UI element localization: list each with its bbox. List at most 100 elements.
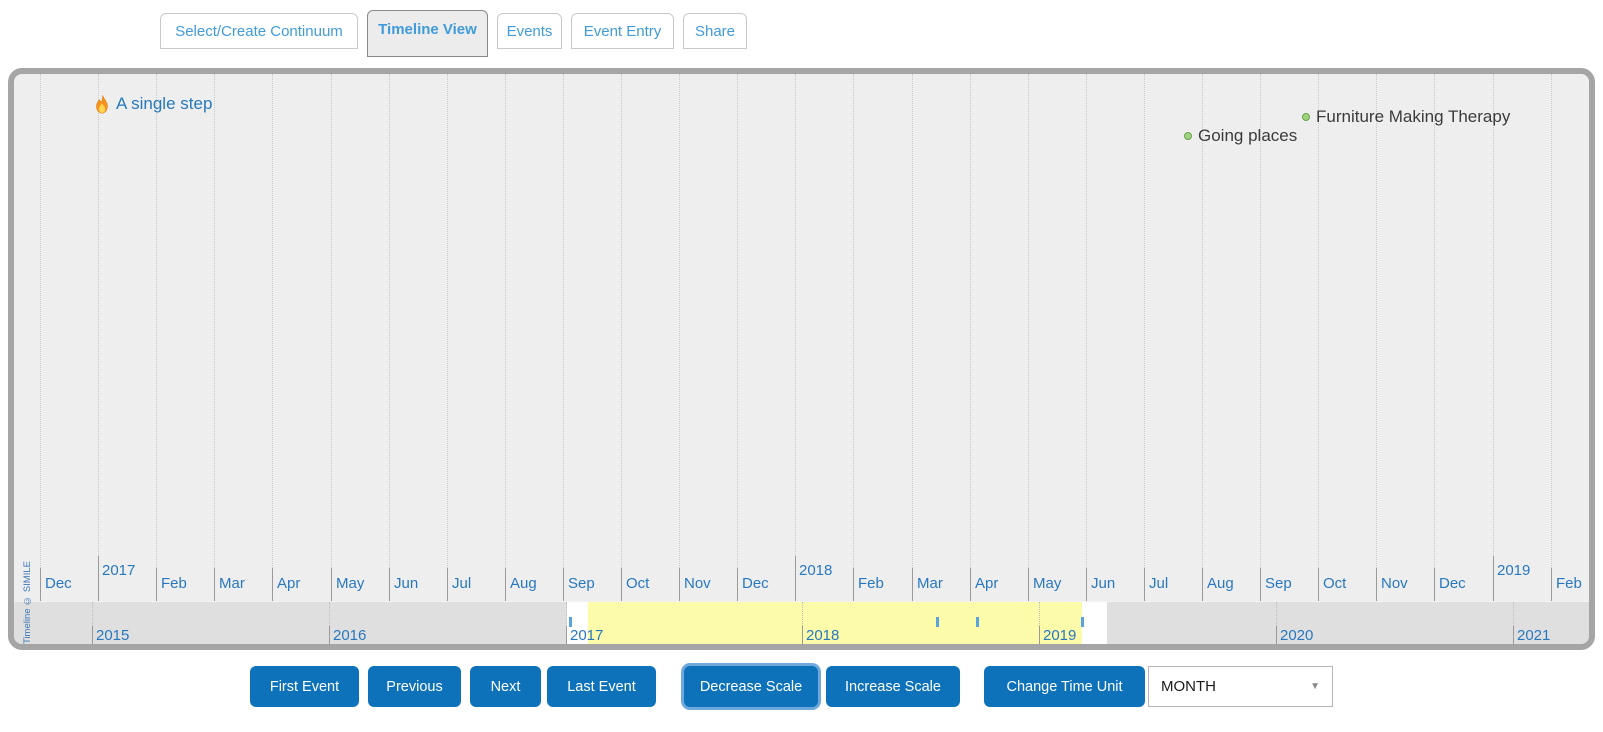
increase-scale-button[interactable]: Increase Scale [826, 666, 960, 707]
month-axis-label: Aug [510, 575, 537, 592]
event-going-places[interactable]: Going places [1184, 126, 1297, 146]
timeline-overview-band[interactable]: 2015 2016 2017 2018 2019 2020 2021 [14, 601, 1589, 644]
month-axis-label: Jul [452, 575, 472, 592]
month-gridline [912, 74, 913, 568]
event-a-single-step[interactable]: A single step [94, 94, 212, 114]
event-label: A single step [116, 94, 213, 113]
month-gridline [1028, 74, 1029, 568]
previous-button[interactable]: Previous [368, 666, 461, 707]
overview-year-gridline [802, 602, 803, 626]
month-axis-label: Oct [1323, 575, 1347, 592]
year-axis-label: 2017 [102, 562, 136, 579]
month-tick [970, 568, 971, 601]
month-gridline [1086, 74, 1087, 568]
month-gridline [156, 74, 157, 568]
overview-year-label: 2019 [1043, 627, 1077, 644]
month-gridline [331, 74, 332, 568]
overview-year-gridline [1276, 602, 1277, 626]
last-event-button[interactable]: Last Event [547, 666, 656, 707]
month-gridline [272, 74, 273, 568]
month-gridline [970, 74, 971, 568]
month-axis-label: Sep [1265, 575, 1292, 592]
month-tick [505, 568, 506, 601]
month-axis-label: Jun [394, 575, 419, 592]
overview-year-gridline [92, 602, 93, 626]
month-axis-label: Sep [568, 575, 595, 592]
overview-year-tick [566, 626, 567, 644]
month-gridline [1434, 74, 1435, 568]
month-axis-label: Nov [1381, 575, 1408, 592]
month-gridline [679, 74, 680, 568]
overview-year-gridline [1039, 602, 1040, 626]
overview-event-marker [1081, 617, 1084, 627]
year-tick [98, 556, 99, 601]
overview-year-gridline [566, 602, 567, 626]
overview-year-label: 2017 [570, 627, 604, 644]
change-time-unit-button[interactable]: Change Time Unit [984, 666, 1145, 707]
tab-select-create-continuum[interactable]: Select/Create Continuum [160, 13, 358, 49]
month-tick [679, 568, 680, 601]
month-tick [1551, 568, 1552, 601]
event-dot-icon [1302, 113, 1310, 121]
timeline-main-band[interactable]: Dec 2017 Feb Mar Apr May Jun Jul Aug Sep Oct Nov Dec… [14, 74, 1589, 601]
month-tick [853, 568, 854, 601]
first-event-button[interactable]: First Event [250, 666, 359, 707]
month-tick [1260, 568, 1261, 601]
month-tick [621, 568, 622, 601]
chevron-down-icon: ▼ [1310, 681, 1320, 692]
event-furniture-making-therapy[interactable]: Furniture Making Therapy [1302, 107, 1510, 127]
month-axis-label: Feb [858, 575, 884, 592]
month-axis-label: Feb [1556, 575, 1582, 592]
overview-year-tick [1513, 626, 1514, 644]
fire-icon [94, 94, 110, 114]
event-label: Furniture Making Therapy [1316, 107, 1511, 126]
tab-share[interactable]: Share [683, 13, 747, 49]
tab-timeline-view[interactable]: Timeline View [367, 10, 488, 57]
tab-event-entry[interactable]: Event Entry [571, 13, 674, 49]
month-axis-label: Apr [975, 575, 999, 592]
month-axis-label: May [336, 575, 365, 592]
month-tick [447, 568, 448, 601]
month-tick [272, 568, 273, 601]
next-button[interactable]: Next [470, 666, 541, 707]
month-gridline [621, 74, 622, 568]
overview-year-label: 2016 [333, 627, 367, 644]
month-axis-label: May [1033, 575, 1062, 592]
overview-year-tick [1276, 626, 1277, 644]
tab-events[interactable]: Events [497, 13, 562, 49]
month-axis-label: Jun [1091, 575, 1116, 592]
decrease-scale-button[interactable]: Decrease Scale [684, 666, 818, 707]
overview-year-label: 2015 [96, 627, 130, 644]
overview-year-tick [329, 626, 330, 644]
month-gridline [563, 74, 564, 568]
simile-credit: Timeline © SIMILE [22, 561, 33, 644]
overview-event-marker [976, 617, 979, 627]
month-axis-label: Mar [917, 575, 943, 592]
year-tick [795, 556, 796, 601]
time-unit-value: MONTH [1161, 678, 1216, 695]
month-gridline [1202, 74, 1203, 568]
month-gridline [1260, 74, 1261, 568]
month-gridline [389, 74, 390, 568]
month-gridline [795, 74, 796, 556]
month-tick [1318, 568, 1319, 601]
year-tick [1493, 556, 1494, 601]
overview-year-gridline [1513, 602, 1514, 626]
event-label: Going places [1198, 126, 1298, 145]
month-axis-label: Dec [1439, 575, 1466, 592]
month-tick [40, 568, 41, 601]
month-axis-label: Apr [277, 575, 301, 592]
time-unit-select[interactable]: MONTH ▼ [1148, 666, 1333, 707]
overview-year-tick [802, 626, 803, 644]
timeline-widget: Dec 2017 Feb Mar Apr May Jun Jul Aug Sep Oct Nov Dec… [8, 68, 1595, 650]
month-axis-label: Dec [742, 575, 769, 592]
month-tick [1434, 568, 1435, 601]
month-gridline [447, 74, 448, 568]
overview-event-marker [569, 617, 572, 627]
month-tick [214, 568, 215, 601]
month-axis-label: Nov [684, 575, 711, 592]
month-tick [1086, 568, 1087, 601]
month-axis-label: Feb [161, 575, 187, 592]
month-tick [737, 568, 738, 601]
overview-visible-range [1082, 602, 1107, 644]
